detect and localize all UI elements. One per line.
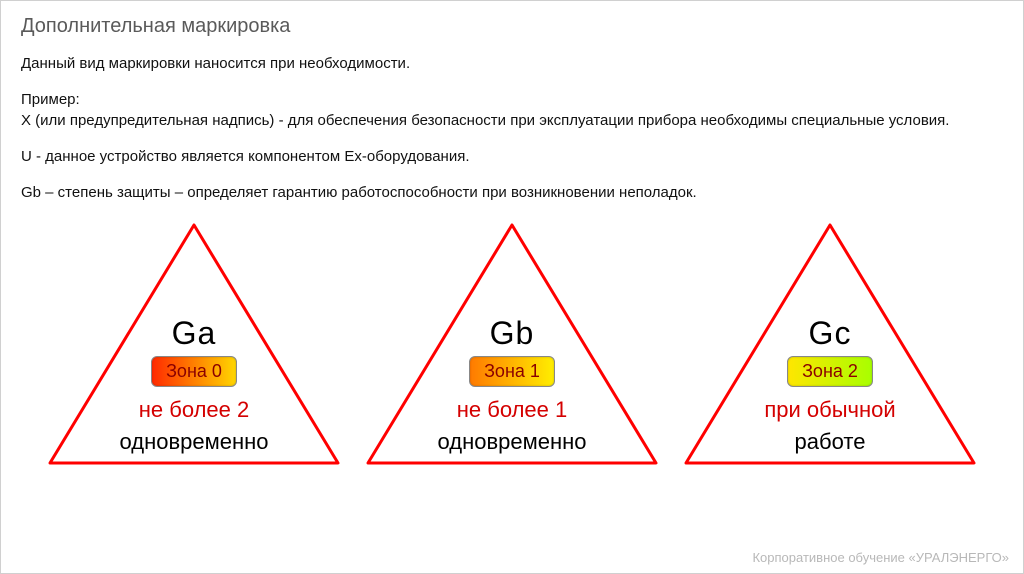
- zone-badge: Зона 2: [787, 356, 873, 387]
- triangle-content: Ga Зона 0 не более 2 одновременно: [44, 219, 344, 469]
- triangle-line-bottom: работе: [795, 429, 866, 455]
- body-text-block: Данный вид маркировки наносится при необ…: [21, 54, 1003, 203]
- triangle-ga: Ga Зона 0 не более 2 одновременно: [44, 219, 344, 469]
- page-title: Дополнительная маркировка: [21, 15, 1003, 38]
- triangles-row: Ga Зона 0 не более 2 одновременно Gb Зон…: [21, 219, 1003, 469]
- triangle-code: Gb: [490, 315, 535, 352]
- triangle-content: Gb Зона 1 не более 1 одновременно: [362, 219, 662, 469]
- triangle-line-bottom: одновременно: [119, 429, 268, 455]
- triangle-line-red: не более 2: [139, 397, 250, 423]
- triangle-gb: Gb Зона 1 не более 1 одновременно: [362, 219, 662, 469]
- paragraph: Пример: Х (или предупредительная надпись…: [21, 90, 1003, 131]
- triangle-gc: Gc Зона 2 при обычной работе: [680, 219, 980, 469]
- footer-text: Корпоративное обучение «УРАЛЭНЕРГО»: [752, 550, 1009, 565]
- zone-badge-label: Зона 0: [166, 361, 222, 381]
- paragraph: U - данное устройство является компонент…: [21, 147, 1003, 167]
- triangle-line-red: при обычной: [764, 397, 895, 423]
- triangle-line-red: не более 1: [457, 397, 568, 423]
- zone-badge-label: Зона 1: [484, 361, 540, 381]
- triangle-code: Gc: [809, 315, 852, 352]
- triangle-line-bottom: одновременно: [437, 429, 586, 455]
- paragraph: Gb – степень защиты – определяет гаранти…: [21, 183, 1003, 203]
- paragraph: Данный вид маркировки наносится при необ…: [21, 54, 1003, 74]
- triangle-code: Ga: [172, 315, 217, 352]
- slide: Дополнительная маркировка Данный вид мар…: [0, 0, 1024, 574]
- zone-badge-label: Зона 2: [802, 361, 858, 381]
- zone-badge: Зона 0: [151, 356, 237, 387]
- triangle-content: Gc Зона 2 при обычной работе: [680, 219, 980, 469]
- zone-badge: Зона 1: [469, 356, 555, 387]
